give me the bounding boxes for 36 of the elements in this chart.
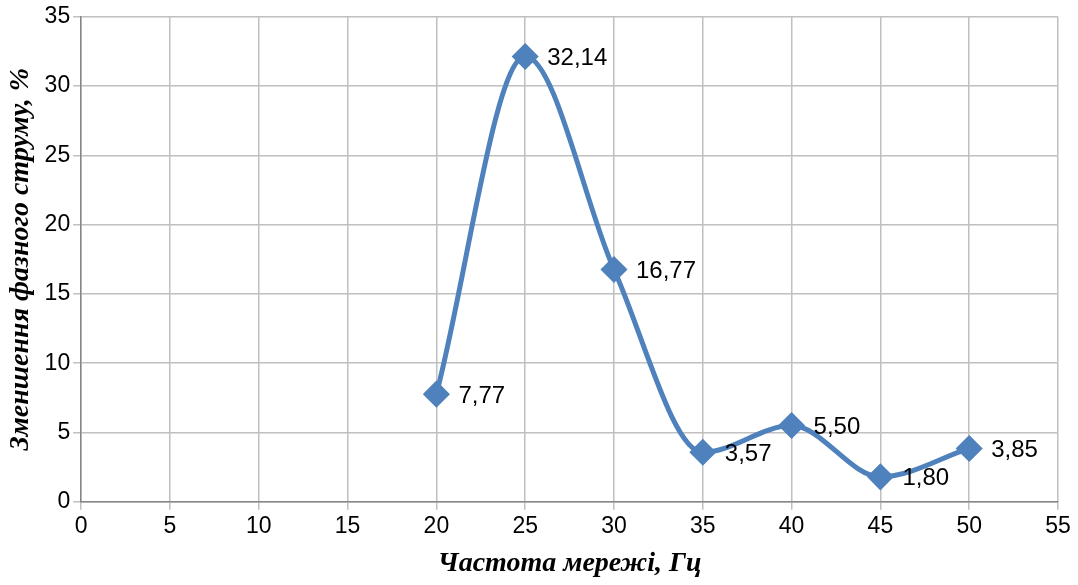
- y-tick-label: 15: [44, 279, 71, 306]
- x-tick-label: 15: [334, 511, 361, 538]
- x-tick-label: 5: [163, 511, 177, 538]
- x-tick-label: 55: [1045, 511, 1071, 538]
- point: [779, 413, 805, 439]
- y-tick-label: 20: [44, 210, 71, 236]
- x-tick-label: 25: [512, 511, 538, 538]
- point: [690, 439, 716, 465]
- y-tick-label: 30: [44, 71, 71, 98]
- data-label: 1,80: [902, 463, 950, 491]
- y-tick-label: 25: [44, 140, 71, 167]
- x-tick-label: 0: [74, 511, 88, 538]
- data-label: 5,50: [813, 412, 861, 440]
- data-label: 3,85: [991, 435, 1038, 463]
- point: [956, 435, 982, 461]
- y-tick-label: 0: [57, 487, 71, 514]
- x-tick-label: 35: [690, 511, 716, 538]
- y-tick-label: 5: [57, 417, 71, 444]
- x-tick-label: 45: [867, 511, 894, 538]
- y-axis-title: Зменшення фазного струму, %: [3, 67, 35, 452]
- data-label: 7,77: [458, 380, 506, 408]
- x-tick-label: 20: [423, 511, 450, 538]
- y-tick-label: 35: [44, 2, 71, 29]
- x-tick-label: 40: [778, 511, 805, 538]
- data-label: 32,14: [547, 43, 608, 71]
- x-tick-label: 10: [245, 511, 272, 538]
- point: [867, 464, 893, 490]
- x-tick-label: 50: [956, 511, 982, 538]
- point: [423, 381, 449, 407]
- x-tick-label: 30: [601, 511, 627, 538]
- point: [601, 256, 627, 282]
- y-tick-label: 10: [44, 348, 71, 375]
- data-label: 16,77: [635, 256, 697, 284]
- point: [512, 43, 538, 69]
- x-axis-title: Частота мережі, Гц: [437, 546, 702, 578]
- data-label: 3,57: [724, 438, 772, 466]
